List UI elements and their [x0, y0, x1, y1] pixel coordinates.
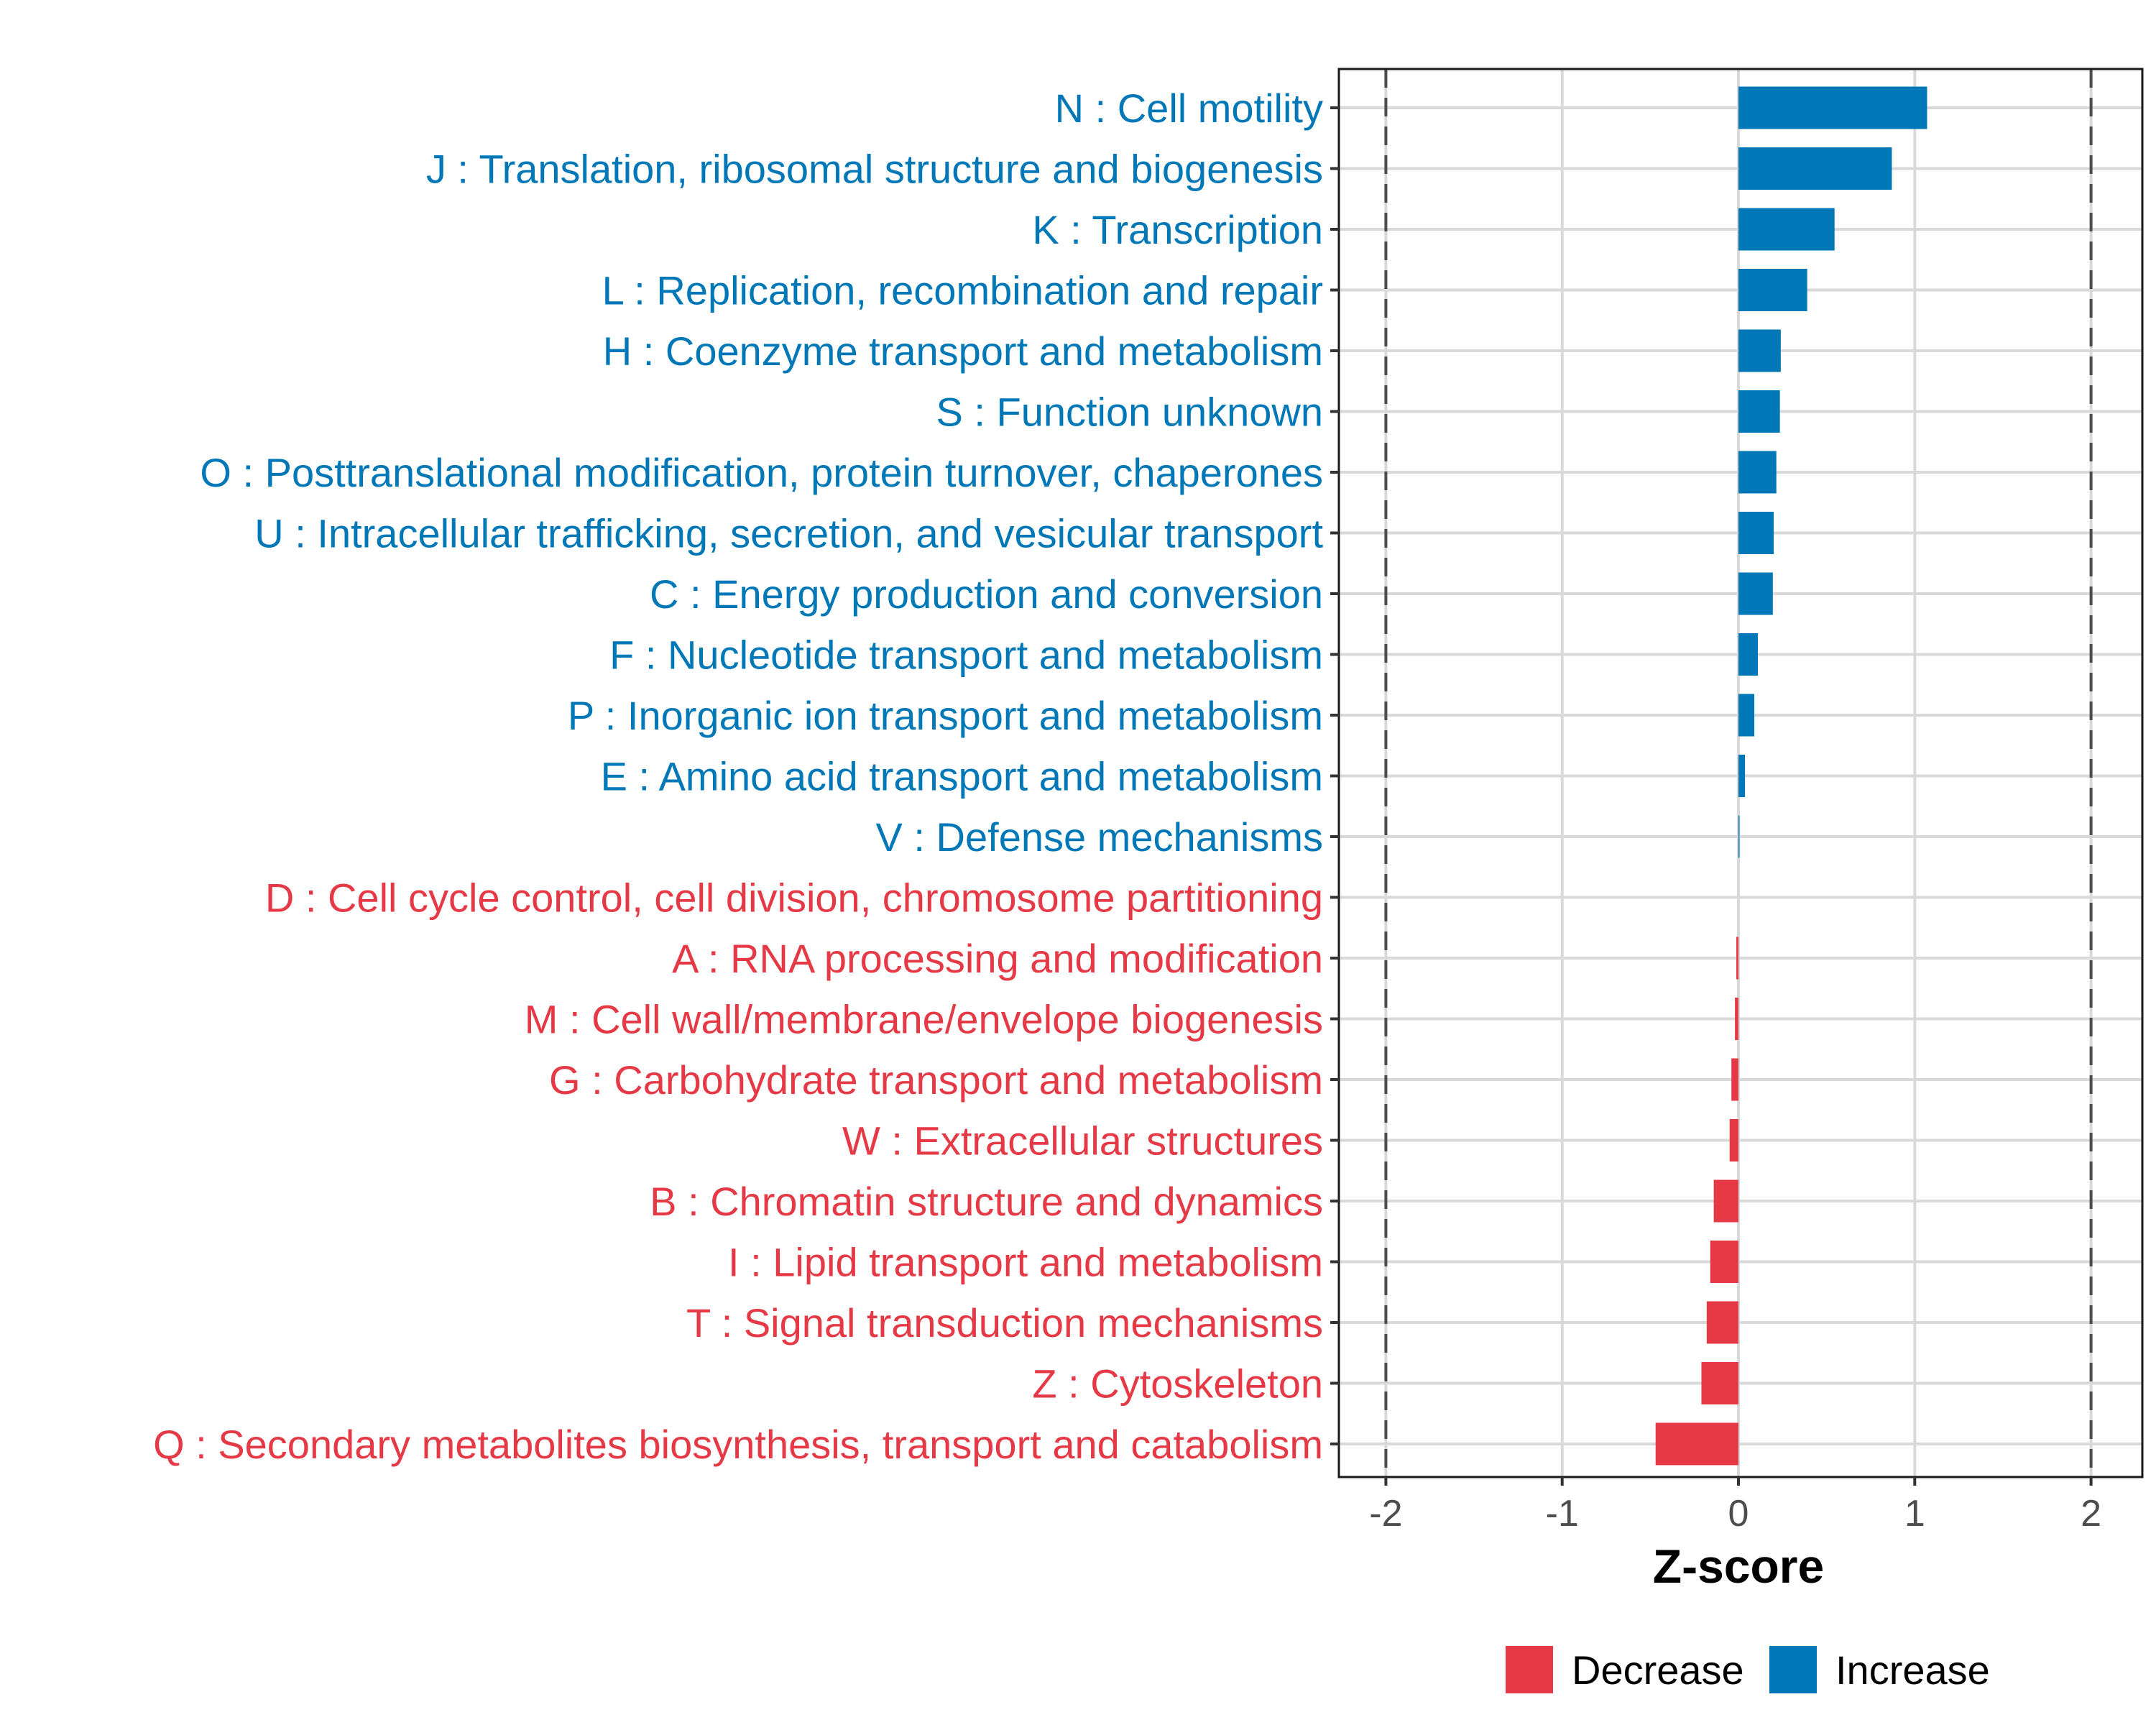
bar [1655, 1422, 1738, 1466]
y-tick-label: Z : Cytoskeleton [1032, 1361, 1323, 1407]
y-tick-label: M : Cell wall/membrane/envelope biogenes… [525, 997, 1323, 1042]
bar [1738, 329, 1781, 372]
bar [1735, 998, 1738, 1040]
y-tick-label: C : Energy production and conversion [650, 571, 1323, 617]
x-tick-label: -2 [1369, 1493, 1402, 1535]
y-tick-label: I : Lipid transport and metabolism [728, 1240, 1323, 1285]
legend-swatch-decrease [1506, 1646, 1553, 1693]
bar [1738, 390, 1780, 433]
legend-swatch-increase [1769, 1646, 1817, 1693]
y-tick-label: L : Replication, recombination and repai… [602, 268, 1323, 313]
bar [1738, 208, 1835, 251]
y-tick-label: D : Cell cycle control, cell division, c… [265, 875, 1323, 921]
bar [1738, 694, 1755, 737]
bar [1738, 269, 1807, 311]
bars [1655, 86, 1927, 1466]
bar [1738, 815, 1740, 858]
bar [1713, 1179, 1738, 1223]
legend: Decrease Increase [1506, 1646, 1990, 1693]
bar [1738, 86, 1927, 129]
bar [1706, 1301, 1738, 1344]
bar [1710, 1241, 1738, 1283]
bar [1701, 1362, 1738, 1404]
y-axis: N : Cell motility J : Translation, riboso… [153, 86, 1339, 1467]
legend-label-decrease: Decrease [1572, 1647, 1744, 1693]
x-tick-label: 1 [1904, 1493, 1925, 1535]
y-tick-label: F : Nucleotide transport and metabolism [609, 632, 1323, 678]
bar [1729, 1119, 1738, 1162]
reference-lines [1384, 69, 2093, 1477]
y-tick-label: T : Signal transduction mechanisms [686, 1300, 1323, 1346]
y-tick-label: N : Cell motility [1055, 86, 1323, 131]
panel-border [1337, 68, 2144, 1478]
y-tick-label: B : Chromatin structure and dynamics [650, 1179, 1323, 1224]
bar [1736, 937, 1738, 980]
bar [1731, 1058, 1738, 1101]
y-tick-label: W : Extracellular structures [842, 1118, 1323, 1164]
x-axis-title: Z-score [1653, 1540, 1824, 1593]
bar [1738, 755, 1746, 797]
x-axis: -2 -1 0 1 2 [1369, 1477, 2101, 1535]
bar [1738, 147, 1892, 190]
bar [1738, 633, 1758, 676]
legend-label-increase: Increase [1835, 1647, 1990, 1693]
x-tick-label: 2 [2081, 1493, 2101, 1535]
y-tick-label: U : Intracellular trafficking, secretion… [254, 511, 1323, 556]
y-tick-label: J : Translation, ribosomal structure and… [426, 147, 1323, 192]
x-tick-label: -1 [1546, 1493, 1579, 1535]
y-tick-label: G : Carbohydrate transport and metabolis… [549, 1057, 1323, 1103]
y-tick-label: H : Coenzyme transport and metabolism [603, 328, 1323, 374]
x-tick-label: 0 [1728, 1493, 1749, 1535]
y-tick-label: Q : Secondary metabolites biosynthesis, … [153, 1422, 1323, 1467]
bar [1738, 512, 1774, 554]
y-tick-label: O : Posttranslational modification, prot… [200, 450, 1323, 495]
y-tick-label: E : Amino acid transport and metabolism [601, 754, 1323, 799]
y-tick-label: A : RNA processing and modification [672, 936, 1323, 981]
bar [1738, 451, 1777, 494]
y-tick-label: K : Transcription [1032, 207, 1323, 252]
y-tick-label: S : Function unknown [936, 390, 1323, 435]
bar [1738, 572, 1773, 615]
y-tick-label: V : Defense mechanisms [876, 814, 1323, 860]
y-tick-label: P : Inorganic ion transport and metaboli… [568, 693, 1323, 738]
